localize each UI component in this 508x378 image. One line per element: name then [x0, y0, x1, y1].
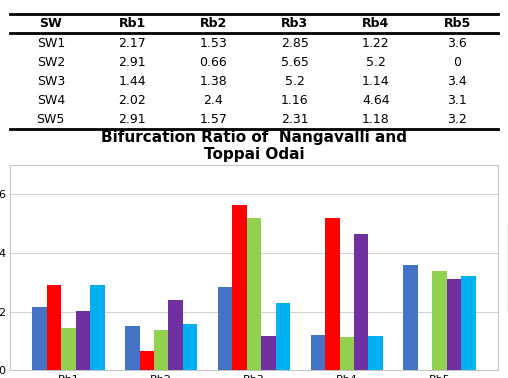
Bar [183, 324, 198, 370]
Bar [461, 276, 475, 370]
Bar [232, 204, 247, 370]
Title: Bifurcation Ratio of  Nangavalli and
Toppai Odai: Bifurcation Ratio of Nangavalli and Topp… [101, 130, 407, 162]
Bar [125, 325, 140, 370]
Bar [310, 335, 325, 370]
Bar [247, 218, 261, 370]
Bar [261, 336, 276, 370]
Bar [368, 336, 383, 370]
Bar [325, 218, 339, 370]
Bar [33, 307, 47, 370]
Bar [276, 303, 290, 370]
Bar [169, 300, 183, 370]
Bar [90, 285, 105, 370]
Bar [76, 311, 90, 370]
Bar [61, 328, 76, 370]
Bar [218, 287, 232, 370]
Bar [339, 337, 354, 370]
Bar [354, 234, 368, 370]
Bar [447, 279, 461, 370]
Bar [47, 285, 61, 370]
Bar [140, 351, 154, 370]
Bar [432, 271, 447, 370]
Bar [403, 265, 418, 370]
Bar [154, 330, 169, 370]
